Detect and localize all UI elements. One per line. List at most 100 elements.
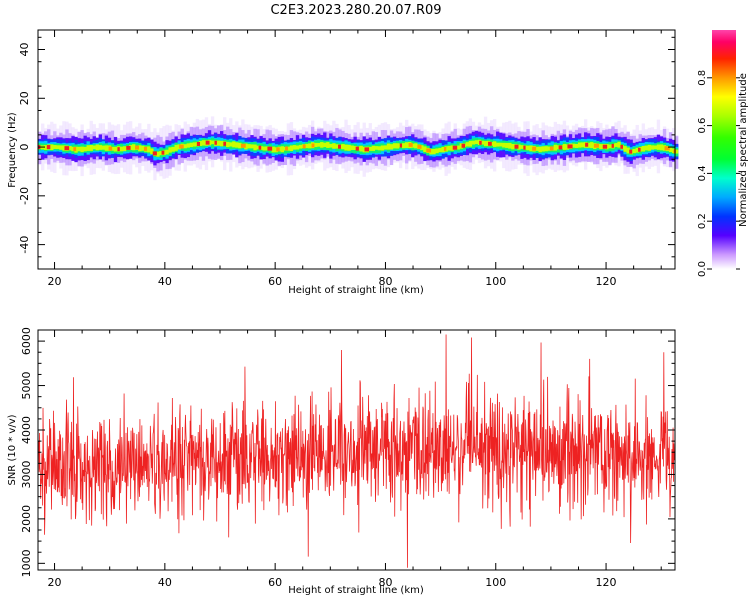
spectrogram-cell [587, 142, 591, 148]
snr-ytick-label: 1000 [20, 549, 33, 577]
spectrogram-ticks: 20 40 60 80 100 120 40 20 0 -20 -40 [18, 30, 675, 288]
colorbar-tick-label: 0.8 [697, 70, 708, 86]
spectrogram-cell [298, 144, 303, 149]
spectrogram-cell [350, 145, 354, 150]
spectrogram-cell [447, 145, 451, 151]
spectrogram-cell [229, 142, 233, 147]
spectrogram-cell [377, 146, 382, 151]
snr-xtick-label: 100 [485, 576, 506, 589]
spectrogram-peak-cell [452, 145, 458, 150]
spectrogram-peak-cell [567, 144, 573, 149]
spectrogram-cell [77, 146, 81, 152]
spectrogram-peak-cell [629, 149, 633, 154]
spectrogram-cell [95, 144, 99, 151]
spectrogram-cell [544, 146, 548, 152]
spectrogram-peak-cell [355, 146, 359, 151]
spectrogram-cell [71, 146, 75, 152]
spectrogram-cell [323, 142, 327, 148]
spectrogram-peak-cell [214, 140, 217, 145]
spectrogram-peak-cell [443, 147, 447, 152]
spectrogram-cell [250, 144, 254, 149]
spectrogram-cell [244, 143, 248, 150]
spectrogram-cell [541, 146, 545, 152]
spectrogram-peak-cell [179, 144, 184, 149]
spectrogram-xtick-label: 40 [158, 275, 172, 288]
spectrogram-cell [538, 146, 542, 153]
spectrogram-cell [110, 146, 115, 151]
spectrogram-cell [577, 142, 582, 148]
spectrogram-cell [98, 145, 102, 150]
spectrogram-cell [590, 142, 594, 149]
spectrogram-cell [113, 146, 118, 152]
spectrogram-cell [68, 145, 72, 151]
colorbar: 0.0 0.2 0.4 0.6 0.8 Normalized spectral ampl… [697, 30, 749, 277]
spectrogram-peak-cell [585, 142, 589, 147]
spectrogram-cell [341, 144, 345, 150]
spectrogram-cell [496, 142, 500, 147]
spectrogram-heatmap [38, 116, 679, 181]
spectrogram-cell [119, 146, 124, 152]
spectrogram-cell [326, 142, 330, 148]
snr-xtick-label: 120 [596, 576, 617, 589]
spectrogram-cell [380, 145, 385, 151]
spectrogram-cell [414, 143, 418, 149]
spectrogram-cell [359, 145, 363, 152]
spectrogram-cell [189, 142, 193, 148]
spectrogram-cell [44, 145, 48, 150]
spectrogram-cell [335, 144, 339, 149]
snr-panel: 20 40 60 80 100 120 1000 2000 3000 4000 5000 6000 H… [7, 327, 676, 596]
spectrogram-cell [502, 142, 506, 148]
spectrogram-cell [623, 146, 627, 152]
spectrogram-cell [556, 145, 561, 150]
spectrogram-cell [659, 144, 664, 151]
spectrogram-cell [562, 144, 567, 150]
snr-series-line [38, 334, 675, 568]
spectrogram-cell [265, 146, 269, 151]
spectrogram-cell [529, 145, 533, 152]
spectrogram-cell [292, 145, 297, 150]
spectrogram-peak-cell [593, 143, 599, 148]
spectrogram-cell [656, 144, 661, 150]
snr-ytick-label: 5000 [20, 372, 33, 400]
spectrogram-cell [238, 142, 242, 149]
spectrogram-cell [92, 145, 96, 150]
spectrogram-panel: 20 40 60 80 100 120 40 20 0 -20 -40 Height of stra… [7, 29, 679, 296]
spectrogram-peak-cell [611, 143, 614, 148]
spectrogram-cell [256, 145, 260, 150]
colorbar-ticks: 0.0 0.2 0.4 0.6 0.8 [697, 70, 740, 277]
colorbar-tick-label: 0.6 [697, 118, 708, 134]
spectrogram-peak-cell [117, 147, 120, 152]
spectrogram-peak-cell [267, 146, 273, 151]
spectrogram-cell [262, 146, 266, 151]
spectrogram-peak-cell [532, 146, 537, 151]
spectrogram-peak-cell [258, 145, 262, 150]
spectrogram-peak-cell [161, 150, 165, 155]
spectrogram-peak-cell [638, 147, 641, 152]
spectrogram-cell [168, 147, 172, 153]
spectrogram-cell [201, 140, 206, 146]
spectrogram-cell [535, 146, 539, 151]
spectrogram-peak-cell [602, 144, 608, 149]
spectrogram-cell [608, 144, 612, 149]
spectrogram-peak-cell [549, 146, 554, 151]
spectrogram-ytick-label: 0 [18, 144, 31, 151]
spectrogram-cell [438, 147, 442, 153]
spectrogram-ytick-label: 40 [18, 43, 31, 57]
spectrogram-peak-cell [152, 151, 157, 156]
spectrogram-cell [483, 141, 488, 147]
spectrogram-cell [675, 149, 679, 154]
spectrogram-peak-cell [558, 145, 563, 150]
spectrogram-cell [650, 145, 655, 150]
spectrogram-cell [450, 145, 454, 151]
spectrogram-peak-cell [64, 146, 70, 151]
spectrogram-cell [520, 145, 524, 149]
spectrogram-peak-cell [205, 140, 210, 145]
colorbar-tick-label: 0.4 [697, 165, 708, 181]
spectrogram-cell [101, 145, 106, 150]
spectrogram-cell [402, 143, 406, 149]
spectrogram-cell [129, 145, 133, 151]
spectrogram-peak-cell [311, 143, 315, 148]
spectrogram-cell [347, 144, 351, 151]
spectrogram-cell [468, 140, 473, 147]
spectrogram-cell [405, 142, 409, 149]
